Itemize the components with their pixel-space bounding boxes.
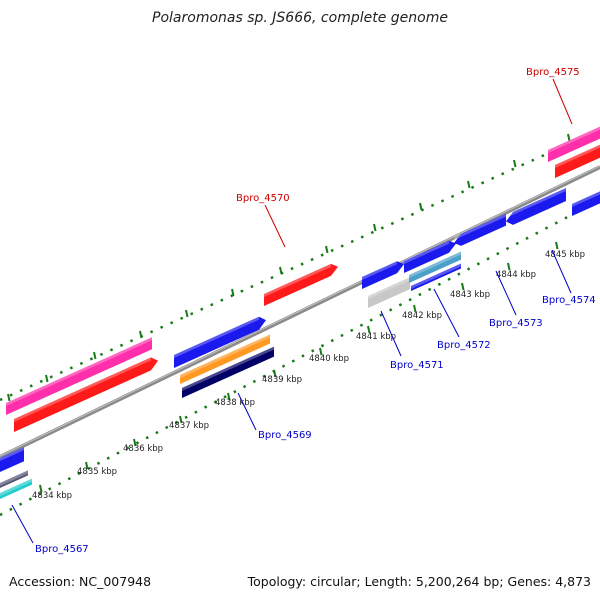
major-tick xyxy=(85,461,89,470)
major-tick xyxy=(279,266,283,275)
gene-label-bpro-4575: Bpro_4575 xyxy=(526,67,580,78)
gene-bpro-4568-highlight xyxy=(0,447,24,461)
gene-bpro-4568[interactable] xyxy=(0,447,24,472)
gene-bpro-4569-blue-highlight xyxy=(174,316,259,358)
gene-bpro-4566-red[interactable] xyxy=(14,357,158,432)
gene-label-bpro-4567: Bpro_4567 xyxy=(35,544,89,555)
accession-text: Accession: NC_007948 xyxy=(9,574,152,589)
gene-bpro-4569-orange[interactable] xyxy=(180,334,270,385)
gene-bpro-4575-pink[interactable] xyxy=(548,126,600,162)
gene-bpro-4566-red-highlight xyxy=(14,357,151,422)
gene-bpro-4569-blue[interactable] xyxy=(174,316,266,368)
gene-bpro-4575-blue[interactable] xyxy=(572,191,600,216)
tick-label: 4843 kbp xyxy=(450,290,490,300)
gene-bpro-4575-red-highlight xyxy=(555,144,600,168)
gene-label-bpro-4570: Bpro_4570 xyxy=(236,193,290,204)
gene-bpro-4574[interactable] xyxy=(506,188,566,225)
gene-bpro-4575-red[interactable] xyxy=(555,144,600,178)
gene-bpro-4567-a-highlight xyxy=(0,470,28,486)
major-tick xyxy=(227,392,231,401)
callout-bpro-4575 xyxy=(552,78,573,125)
major-tick xyxy=(373,223,377,232)
gene-bpro-4575-pink-highlight xyxy=(548,126,600,153)
callout-bpro-4569 xyxy=(237,392,257,431)
major-tick xyxy=(555,241,559,250)
tick-label: 4839 kbp xyxy=(262,375,302,385)
genome-summary-text: Topology: circular; Length: 5,200,264 bp… xyxy=(247,574,591,589)
tick-label: 4837 kbp xyxy=(169,421,209,431)
major-tick xyxy=(185,309,189,318)
tick-label: 4840 kbp xyxy=(309,354,349,364)
tick-label: 4834 kbp xyxy=(32,491,72,501)
tick-label: 4838 kbp xyxy=(215,398,255,408)
major-tick xyxy=(513,159,517,168)
outer-scale-line xyxy=(0,128,600,402)
major-tick xyxy=(273,369,277,378)
callout-bpro-4567 xyxy=(11,504,34,544)
gene-bpro-4571-gray[interactable] xyxy=(368,277,410,308)
major-tick xyxy=(139,330,143,339)
gene-bpro-4572-blue[interactable] xyxy=(404,240,456,273)
major-tick xyxy=(319,347,323,356)
major-tick xyxy=(231,288,235,297)
major-tick xyxy=(567,133,571,142)
tick-label: 4836 kbp xyxy=(123,444,163,454)
gene-label-bpro-4572: Bpro_4572 xyxy=(437,340,491,351)
tick-label: 4841 kbp xyxy=(356,332,396,342)
tick-label: 4844 kbp xyxy=(496,270,536,280)
gene-bpro-4570-highlight xyxy=(264,263,331,297)
major-tick xyxy=(461,282,465,291)
tick-label: 4842 kbp xyxy=(402,311,442,321)
major-tick xyxy=(39,484,43,493)
gene-bpro-4567-b[interactable] xyxy=(0,478,32,499)
gene-bpro-4574-highlight xyxy=(506,188,566,218)
gene-bpro-4569-navy[interactable] xyxy=(182,346,274,398)
major-tick xyxy=(419,202,423,211)
tick-label: 4845 kbp xyxy=(545,250,585,260)
major-tick xyxy=(93,351,97,360)
major-tick xyxy=(325,245,329,254)
gene-bpro-4572-lightblue[interactable] xyxy=(409,251,461,283)
major-tick xyxy=(413,304,417,313)
major-tick xyxy=(45,374,49,383)
callout-bpro-4573 xyxy=(495,270,517,316)
callout-bpro-4574 xyxy=(551,249,572,294)
gene-label-bpro-4569: Bpro_4569 xyxy=(258,430,312,441)
callout-bpro-4572 xyxy=(433,288,460,338)
major-tick xyxy=(133,438,137,447)
gene-bpro-4573-highlight xyxy=(454,213,506,240)
gene-bpro-4567-a[interactable] xyxy=(0,470,28,488)
gene-label-bpro-4574: Bpro_4574 xyxy=(542,295,596,306)
tick-label: 4835 kbp xyxy=(77,467,117,477)
callout-bpro-4570 xyxy=(264,204,286,248)
gene-label-bpro-4573: Bpro_4573 xyxy=(489,318,543,329)
genome-backbone xyxy=(0,165,600,459)
genome-backbone-highlight xyxy=(0,165,600,457)
map-title: Polaromonas sp. JS666, complete genome xyxy=(152,10,448,26)
gene-bpro-4572-blue-highlight xyxy=(404,240,449,264)
major-tick xyxy=(7,393,11,402)
callout-bpro-4571 xyxy=(380,310,402,357)
major-tick xyxy=(467,180,471,189)
gene-bpro-4566-pink[interactable] xyxy=(6,337,152,415)
gene-bpro-4571-blue-highlight xyxy=(362,261,397,280)
gene-bpro-4569-orange-highlight xyxy=(180,334,270,378)
gene-bpro-4566-pink-highlight xyxy=(6,337,152,406)
gene-bpro-4571-gray-highlight xyxy=(368,277,410,299)
gene-bpro-4569-navy-highlight xyxy=(182,346,274,391)
gene-bpro-4572-darkblue-highlight xyxy=(411,263,461,289)
gene-bpro-4573[interactable] xyxy=(454,213,506,246)
major-tick xyxy=(179,415,183,424)
gene-bpro-4571-blue[interactable] xyxy=(362,261,404,289)
major-tick xyxy=(367,325,371,334)
gene-bpro-4572-darkblue[interactable] xyxy=(411,263,461,292)
gene-bpro-4570[interactable] xyxy=(264,263,338,306)
gene-bpro-4572-lightblue-highlight xyxy=(409,251,461,278)
gene-bpro-4575-blue-highlight xyxy=(572,191,600,207)
gene-label-bpro-4571: Bpro_4571 xyxy=(390,360,444,371)
major-tick xyxy=(507,262,511,271)
gene-bpro-4567-b-highlight xyxy=(0,478,32,496)
